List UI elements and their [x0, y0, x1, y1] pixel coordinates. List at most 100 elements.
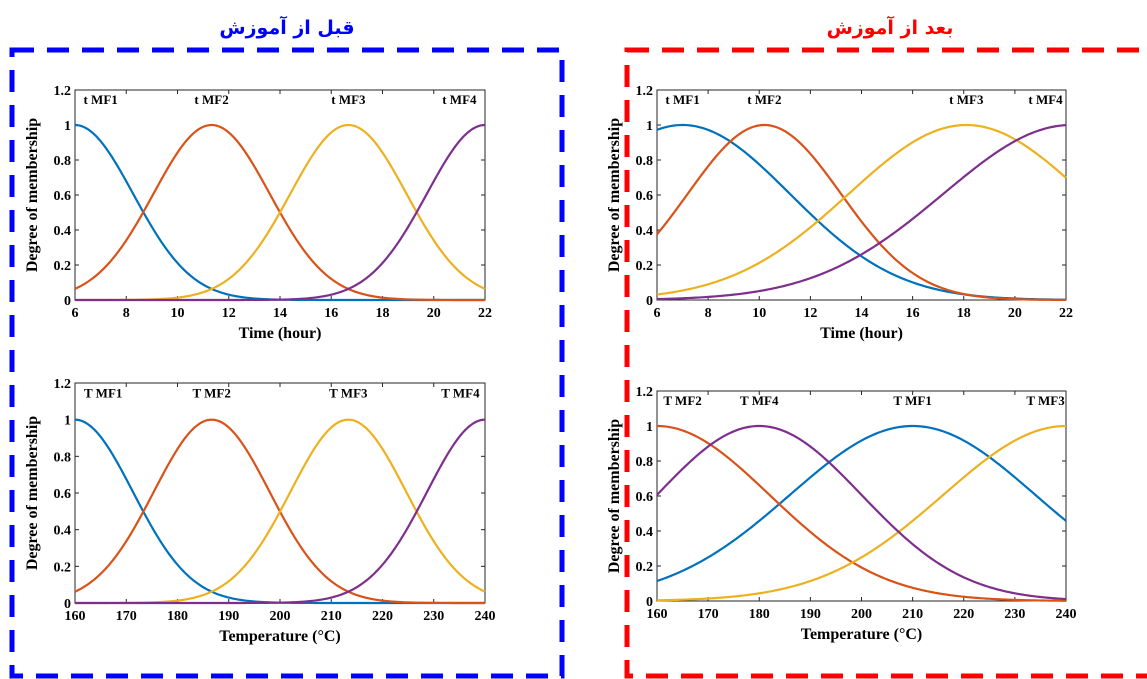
series-label: t MF2	[194, 92, 228, 107]
y-tick-label: 1.2	[636, 385, 654, 400]
y-tick-label: 0.6	[636, 189, 654, 204]
y-tick-label: 1.2	[54, 377, 72, 392]
y-tick-label: 0.8	[54, 154, 72, 169]
x-tick-label: 200	[270, 609, 291, 624]
series-line-t-mf3	[656, 123, 1067, 296]
x-tick-label: 10	[752, 306, 766, 321]
series-line-t-mf4	[75, 418, 486, 605]
x-tick-label: 6	[72, 306, 79, 321]
series-label: t MF1	[665, 92, 699, 107]
x-tick-label: 20	[427, 306, 441, 321]
x-tick-label: 180	[167, 609, 188, 624]
x-axis-label: Temperature (°C)	[219, 628, 340, 645]
header-before: قبل از آموزش	[219, 15, 354, 39]
y-axis-label: Degree of membership	[24, 416, 41, 570]
y-tick-label: 0	[64, 294, 71, 309]
series-label: T MF2	[192, 386, 230, 401]
axes-box	[74, 89, 486, 301]
y-tick-label: 0.6	[54, 189, 72, 204]
series-line-t-mf1	[656, 424, 1067, 583]
x-tick-label: 14	[855, 306, 869, 321]
x-tick-label: 170	[116, 609, 137, 624]
y-tick-label: 0.2	[636, 259, 654, 274]
header-after: بعد از آموزش	[827, 15, 954, 39]
x-tick-label: 220	[372, 609, 393, 624]
axes-box	[656, 89, 1067, 301]
y-tick-label: 0.2	[54, 259, 72, 274]
series-label: t MF2	[747, 92, 781, 107]
y-tick-label: 0.8	[636, 455, 654, 470]
chart-after-temperature: 160 170 180 190 200 210 220 230 240 0 0.2 0.4 0.6 0.8…	[606, 385, 1077, 643]
x-tick-label: 160	[647, 607, 668, 622]
y-tick-label: 1.2	[54, 84, 72, 99]
before-frame	[9, 47, 565, 679]
y-tick-label: 0	[646, 294, 653, 309]
series-label: T MF4	[441, 386, 480, 401]
x-tick-label: 12	[222, 306, 236, 321]
y-tick-label: 0	[646, 595, 653, 610]
series-line-t-mf3	[656, 424, 1067, 602]
y-tick-label: 0.8	[54, 450, 72, 465]
series-label: t MF4	[1028, 92, 1063, 107]
y-tick-label: 1	[64, 414, 71, 429]
x-tick-label: 190	[800, 607, 821, 622]
x-tick-label: 14	[273, 306, 287, 321]
y-tick-label: 0.4	[636, 525, 654, 540]
series-line-t-mf1	[656, 123, 1067, 301]
x-tick-label: 8	[123, 306, 130, 321]
series-label: T MF4	[740, 393, 779, 408]
series-label: T MF1	[893, 393, 931, 408]
series-label: t MF3	[331, 92, 366, 107]
x-axis-label: Temperature (°C)	[801, 626, 922, 643]
x-tick-label: 8	[705, 306, 712, 321]
x-tick-label: 220	[953, 607, 974, 622]
x-tick-label: 240	[1056, 607, 1077, 622]
series-label: t MF3	[949, 92, 984, 107]
series-label: t MF4	[442, 92, 477, 107]
x-axis-label: Time (hour)	[820, 325, 903, 342]
x-tick-label: 20	[1008, 306, 1022, 321]
chart-before-time: 6 8 10 12 14 16 18 20 22 0 0.2 0.4 0.6 0.8 1 1.2 Time (h…	[24, 84, 492, 342]
x-tick-label: 22	[478, 306, 492, 321]
x-tick-label: 200	[851, 607, 872, 622]
series-line-t-mf4	[656, 424, 1067, 601]
y-tick-label: 0.8	[636, 154, 654, 169]
y-tick-label: 1.2	[636, 84, 654, 99]
y-axis-label: Degree of membership	[606, 118, 623, 272]
y-tick-label: 0.2	[636, 560, 654, 575]
y-tick-label: 0	[64, 597, 71, 612]
y-tick-label: 1	[64, 119, 71, 134]
chart-before-temperature: 160 170 180 190 200 210 220 230 240 0 0.2 0.4 0.6 0.8…	[24, 377, 496, 645]
chart-after-time: 6 8 10 12 14 16 18 20 22 0 0.2 0.4 0.6 0.8 1 1.2 Time (h…	[606, 84, 1073, 342]
series-line-t-mf4	[75, 123, 486, 302]
series-label: T MF3	[1026, 393, 1065, 408]
x-tick-label: 18	[957, 306, 971, 321]
y-tick-label: 0.6	[54, 487, 72, 502]
series-label: t MF1	[83, 92, 117, 107]
x-tick-label: 170	[698, 607, 719, 622]
series-label: T MF1	[84, 386, 122, 401]
series-line-t-mf3	[75, 418, 486, 605]
y-tick-label: 0.4	[54, 224, 72, 239]
x-tick-label: 230	[1004, 607, 1025, 622]
x-tick-label: 180	[749, 607, 770, 622]
x-tick-label: 16	[324, 306, 338, 321]
y-tick-label: 0.6	[636, 490, 654, 505]
x-tick-label: 230	[423, 609, 444, 624]
x-tick-label: 240	[475, 609, 496, 624]
series-label: T MF2	[663, 393, 701, 408]
after-frame	[624, 47, 1147, 679]
y-tick-label: 1	[646, 420, 653, 435]
x-tick-label: 6	[654, 306, 661, 321]
x-tick-label: 22	[1059, 306, 1073, 321]
series-line-t-mf4	[656, 124, 1067, 301]
x-tick-label: 12	[803, 306, 817, 321]
y-axis-label: Degree of membership	[24, 118, 41, 272]
x-tick-label: 16	[906, 306, 920, 321]
y-axis-label: Degree of membership	[606, 419, 623, 573]
x-tick-label: 210	[902, 607, 923, 622]
x-tick-label: 190	[218, 609, 239, 624]
x-axis-label: Time (hour)	[239, 325, 322, 342]
y-tick-label: 0.2	[54, 560, 72, 575]
